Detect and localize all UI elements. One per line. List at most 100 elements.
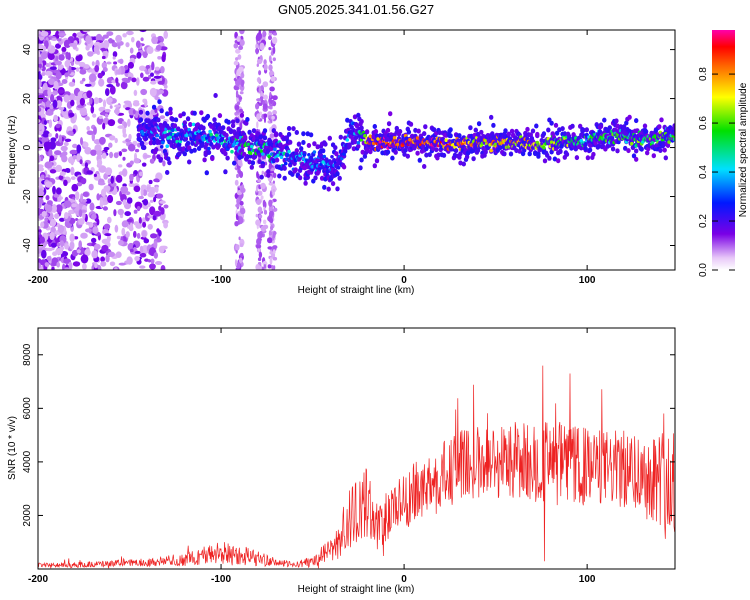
- spectrogram-noise-blob: [79, 66, 84, 70]
- spectrogram-noise-blob: [50, 94, 55, 103]
- spectrogram-noise-blob: [148, 179, 153, 185]
- spectrogram-ridge-halo: [299, 146, 304, 152]
- spectrogram-noise-blob: [50, 137, 57, 143]
- spectrogram-noise-blob: [133, 185, 141, 193]
- spectrogram-ridge-halo: [373, 129, 379, 134]
- spectrogram-noise-blob: [132, 101, 140, 107]
- spectrogram-noise-blob: [138, 217, 142, 225]
- spectrogram-noise-blob: [61, 151, 68, 157]
- spectrogram-ridge-core: [155, 133, 160, 138]
- spectrogram-noise-blob: [100, 261, 107, 267]
- spectrogram-ridge-halo: [452, 152, 458, 158]
- spectrogram-noise-blob: [238, 236, 241, 241]
- spectrogram-noise-blob: [238, 257, 243, 264]
- spectrogram-noise-blob: [109, 151, 114, 159]
- spectrogram-noise-blob: [39, 236, 45, 244]
- spectrogram-noise-blob: [144, 258, 150, 262]
- spectrogram-ridge-halo: [616, 139, 621, 145]
- spectrogram-noise-blob: [268, 70, 275, 76]
- spectrogram-noise-blob: [125, 42, 130, 48]
- spectrogram-noise-blob: [61, 46, 67, 53]
- spectrogram-noise-blob: [38, 245, 43, 249]
- spectrogram-noise-blob: [140, 37, 144, 42]
- spectrogram-noise-blob: [49, 104, 54, 110]
- spectrogram-noise-blob: [69, 149, 78, 155]
- spectrogram-noise-blob: [57, 224, 65, 234]
- spectrogram-ridge-halo: [642, 123, 648, 129]
- spectrogram-ridge-halo: [286, 126, 292, 131]
- spectrogram-noise-blob: [50, 218, 57, 227]
- spectrogram-ridge-halo: [177, 151, 182, 157]
- colorbar-tick-label: 0.6: [698, 116, 709, 130]
- spectrogram-noise-blob: [114, 137, 118, 144]
- spectrogram-ridge-halo: [665, 143, 671, 148]
- spectrogram-noise-blob: [93, 126, 97, 135]
- spectrogram-ridge-halo: [437, 130, 442, 136]
- spectrogram-noise-blob: [258, 70, 262, 76]
- spectrogram-ridge-halo: [585, 155, 591, 161]
- spectrogram-ridge-halo: [536, 153, 541, 159]
- spectrogram-ridge-halo: [157, 99, 162, 105]
- spectrogram-ridge-core: [318, 167, 322, 171]
- spectrogram-noise-blob: [163, 204, 169, 209]
- spectrogram-ridge-halo: [476, 121, 482, 127]
- spectrogram-ridge-halo: [167, 126, 172, 132]
- spectrogram-noise-blob: [69, 241, 75, 250]
- spectrogram-ridge-core: [211, 135, 216, 140]
- spectrogram-ridge-halo: [427, 152, 432, 158]
- spectrogram-ridge-halo: [190, 140, 195, 146]
- spectrogram-ridge-halo: [517, 148, 522, 154]
- spectrogram-ridge-halo: [535, 131, 540, 137]
- spectrogram-noise-blob: [55, 164, 63, 172]
- spectrogram-noise-blob: [155, 186, 159, 193]
- spectrogram-ridge-halo: [385, 149, 391, 155]
- spectrogram-noise-blob: [122, 168, 128, 177]
- spectrogram-noise-blob: [119, 58, 124, 64]
- spectrogram-ridge-halo: [503, 128, 508, 134]
- spectrogram-ridge-halo: [621, 124, 627, 130]
- spectrogram-ridge-core: [159, 145, 164, 149]
- spectrogram-noise-blob: [101, 152, 107, 159]
- spectrogram-noise-blob: [57, 65, 64, 70]
- snr-ylabel: SNR (10 * v/v): [7, 416, 18, 480]
- spectrogram-noise-blob: [269, 251, 273, 255]
- spectrogram-noise-blob: [264, 201, 267, 209]
- spectrogram-noise-blob: [44, 161, 53, 169]
- spectrogram-noise-blob: [56, 38, 62, 42]
- spectrogram-ridge-core: [667, 140, 671, 144]
- spectrogram-noise-blob: [156, 228, 160, 233]
- spectrogram-noise-blob: [43, 141, 52, 150]
- spectrogram-noise-blob: [138, 171, 143, 177]
- spectrogram-noise-blob: [38, 50, 41, 58]
- spectrogram-noise-blob: [112, 56, 116, 60]
- spectrogram-noise-blob: [107, 119, 116, 127]
- spectrogram-noise-blob: [149, 199, 154, 203]
- spectrogram-ridge-halo: [321, 148, 326, 154]
- spectrogram-noise-blob: [40, 174, 45, 180]
- spectrogram-noise-blob: [256, 121, 259, 129]
- spectrogram-ridge-halo: [338, 134, 343, 140]
- spectrogram-ridge-halo: [182, 151, 187, 157]
- spectrogram-noise-blob: [159, 115, 165, 120]
- spectrogram-ridge-halo: [251, 128, 257, 134]
- spectrogram-noise-blob: [235, 48, 241, 54]
- spectrogram-ytick-label: -20: [22, 189, 33, 204]
- spectrogram-noise-blob: [256, 63, 259, 67]
- spectrogram-noise-blob: [147, 223, 153, 230]
- spectrogram-noise-blob: [263, 264, 267, 269]
- spectrogram-noise-blob: [63, 141, 69, 147]
- spectrogram-ridge-halo: [473, 127, 478, 133]
- snr-ytick-label: 8000: [22, 343, 33, 366]
- spectrogram-noise-blob: [143, 154, 152, 158]
- spectrogram-ridge-halo: [156, 154, 161, 160]
- spectrogram-ridge-core: [250, 144, 254, 149]
- spectrogram-ridge-halo: [506, 131, 511, 137]
- spectrogram-ridge-halo: [434, 147, 439, 153]
- spectrogram-noise-blob: [115, 174, 123, 183]
- spectrogram-noise-blob: [106, 97, 113, 104]
- spectrogram-ridge-halo: [475, 147, 481, 153]
- spectrogram-noise-blob: [156, 193, 164, 199]
- spectrogram-ridge-halo: [294, 130, 299, 135]
- spectrogram-noise-blob: [82, 263, 87, 270]
- spectrogram-ridge-halo: [293, 167, 298, 173]
